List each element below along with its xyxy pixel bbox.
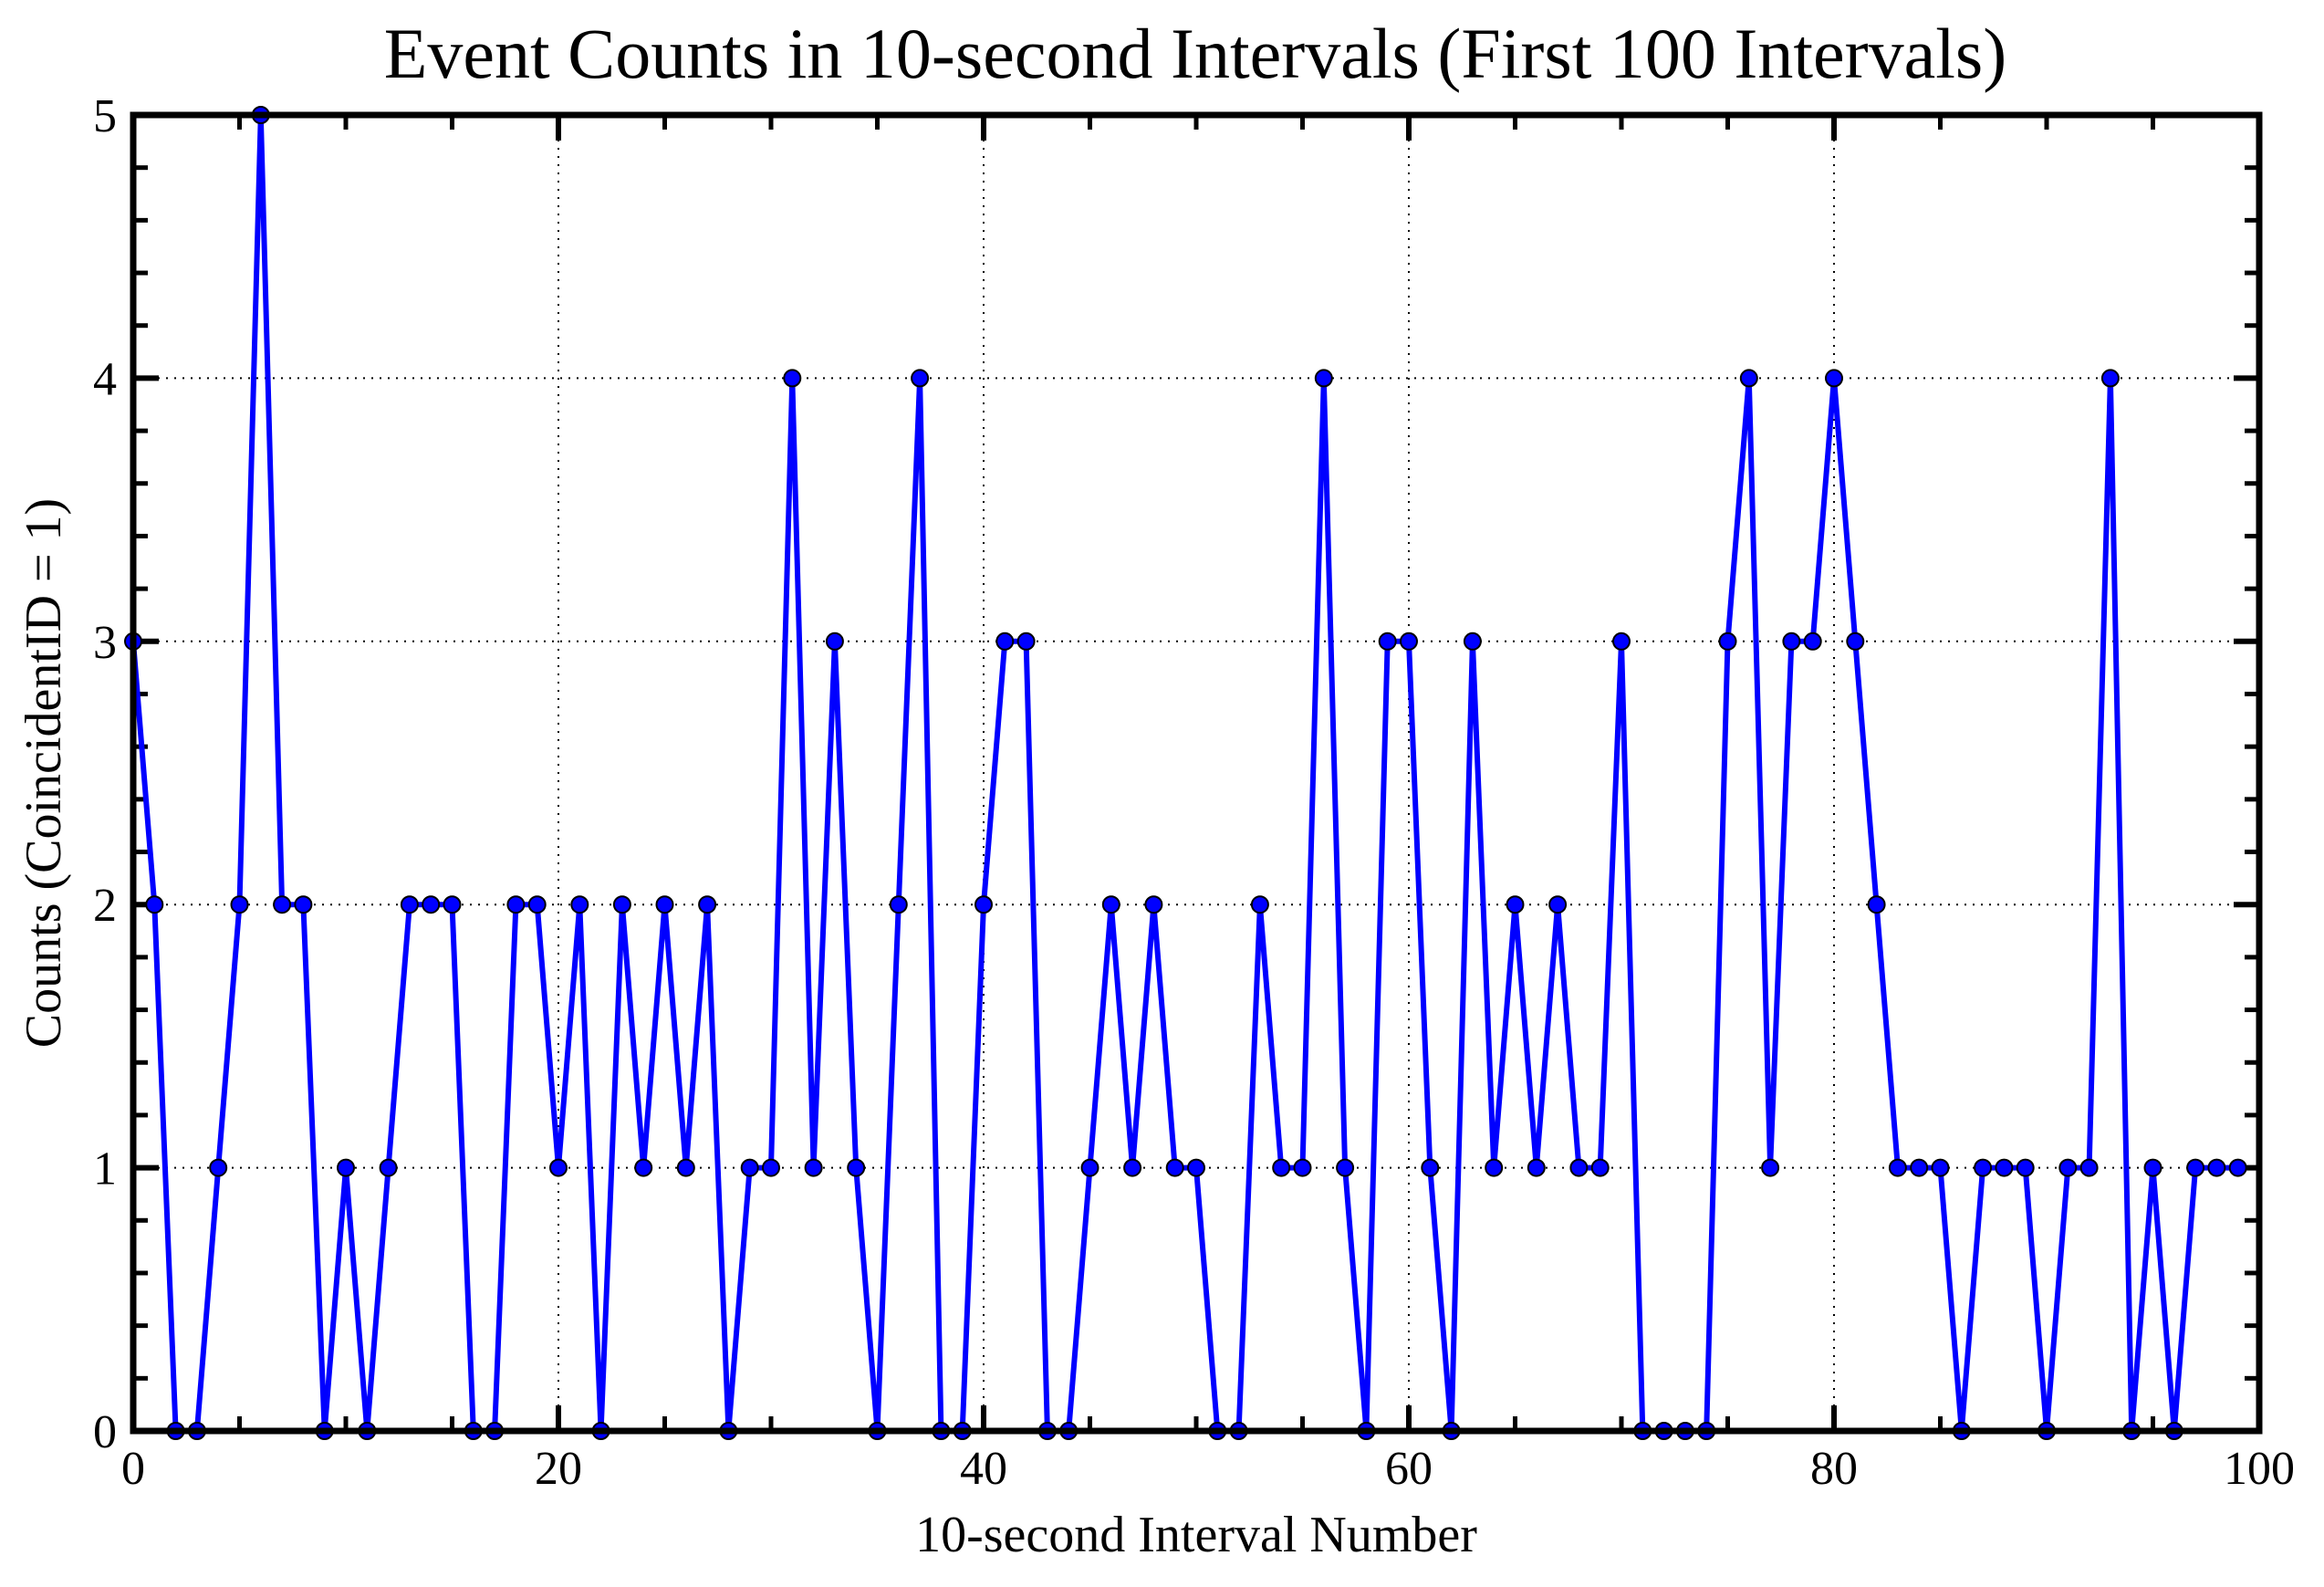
y-tick-label: 0 bbox=[93, 1406, 117, 1458]
data-point bbox=[911, 369, 930, 388]
data-point bbox=[2058, 1158, 2078, 1177]
data-point bbox=[847, 1158, 866, 1177]
data-point bbox=[506, 895, 526, 914]
data-point bbox=[1463, 632, 1482, 651]
data-point bbox=[549, 1158, 568, 1177]
data-point bbox=[1165, 1158, 1184, 1177]
data-point bbox=[379, 1158, 398, 1177]
data-point bbox=[209, 1158, 228, 1177]
data-point bbox=[995, 632, 1015, 651]
data-point bbox=[783, 369, 802, 388]
data-point bbox=[1995, 1158, 2014, 1177]
data-point bbox=[889, 895, 908, 914]
data-point bbox=[1506, 895, 1525, 914]
plot-frame bbox=[130, 111, 2263, 1435]
data-point bbox=[1612, 632, 1631, 651]
data-point bbox=[527, 895, 547, 914]
x-tick-label: 40 bbox=[960, 1443, 1007, 1495]
data-point bbox=[1421, 1158, 1440, 1177]
data-point bbox=[2079, 1158, 2099, 1177]
data-point bbox=[1803, 632, 1822, 651]
data-point bbox=[2016, 1158, 2035, 1177]
data-point bbox=[1250, 895, 1269, 914]
x-tick-label: 80 bbox=[1810, 1443, 1858, 1495]
data-point bbox=[1378, 632, 1397, 651]
data-point bbox=[1569, 1158, 1589, 1177]
data-point bbox=[570, 895, 589, 914]
data-point bbox=[1825, 369, 1843, 388]
data-point bbox=[655, 895, 674, 914]
data-point bbox=[1931, 1158, 1950, 1177]
data-point bbox=[698, 895, 717, 914]
data-point bbox=[1761, 1158, 1780, 1177]
data-point bbox=[634, 1158, 653, 1177]
data-point bbox=[1590, 1158, 1610, 1177]
y-axis-label: Counts (CoincidentID = 1) bbox=[16, 498, 72, 1048]
data-point bbox=[2228, 1158, 2247, 1177]
data-point bbox=[974, 895, 993, 914]
data-point bbox=[1974, 1158, 1993, 1177]
chart-title: Event Counts in 10-second Intervals (Fir… bbox=[384, 14, 2007, 93]
data-point bbox=[1739, 369, 1758, 388]
data-point bbox=[1485, 1158, 1504, 1177]
y-tick-label: 4 bbox=[93, 353, 117, 405]
data-point bbox=[1867, 895, 1886, 914]
data-point bbox=[2143, 1158, 2162, 1177]
axis-ticks bbox=[130, 112, 2262, 1434]
data-point bbox=[145, 895, 164, 914]
data-point bbox=[422, 895, 441, 914]
data-point bbox=[1888, 1158, 1907, 1177]
data-point bbox=[1548, 895, 1568, 914]
data-point bbox=[762, 1158, 780, 1177]
data-point bbox=[443, 895, 462, 914]
data-point bbox=[1101, 895, 1120, 914]
x-tick-label: 60 bbox=[1385, 1443, 1433, 1495]
data-point bbox=[1144, 895, 1163, 914]
x-tick-label: 0 bbox=[121, 1443, 145, 1495]
data-point bbox=[676, 1158, 695, 1177]
data-point bbox=[400, 895, 419, 914]
data-point bbox=[1910, 1158, 1929, 1177]
tick-labels: 0 20 40 60 80 100 0 1 2 3 4 5 bbox=[93, 90, 2295, 1495]
data-point bbox=[612, 895, 631, 914]
data-point bbox=[1080, 1158, 1099, 1177]
grid bbox=[133, 115, 2259, 1431]
y-tick-label: 3 bbox=[93, 617, 117, 669]
data-point bbox=[2186, 1158, 2205, 1177]
data-point bbox=[1016, 632, 1036, 651]
x-tick-label: 20 bbox=[535, 1443, 582, 1495]
data-point bbox=[2207, 1158, 2226, 1177]
data-point bbox=[294, 895, 313, 914]
series-line bbox=[130, 114, 2238, 1434]
data-point bbox=[804, 1158, 823, 1177]
data-point bbox=[1846, 632, 1865, 651]
y-tick-label: 1 bbox=[93, 1143, 117, 1195]
data-point bbox=[1336, 1158, 1355, 1177]
y-tick-label: 5 bbox=[93, 90, 117, 142]
data-point bbox=[1718, 632, 1737, 651]
data-point bbox=[1527, 1158, 1546, 1177]
data-point bbox=[273, 895, 292, 914]
series-layer bbox=[124, 106, 2247, 1440]
data-point bbox=[1314, 369, 1333, 388]
data-point bbox=[825, 632, 844, 651]
data-point bbox=[1123, 1158, 1142, 1177]
data-point bbox=[1400, 632, 1418, 651]
x-tick-label: 100 bbox=[2224, 1443, 2295, 1495]
data-point bbox=[2100, 369, 2120, 388]
data-point bbox=[1782, 632, 1801, 651]
data-point bbox=[1293, 1158, 1312, 1177]
y-tick-label: 2 bbox=[93, 880, 117, 932]
data-point bbox=[1272, 1158, 1291, 1177]
data-point bbox=[1187, 1158, 1205, 1177]
data-point bbox=[230, 895, 249, 914]
data-point bbox=[740, 1158, 759, 1177]
x-axis-label: 10-second Interval Number bbox=[915, 1507, 1477, 1563]
data-point bbox=[337, 1158, 355, 1177]
